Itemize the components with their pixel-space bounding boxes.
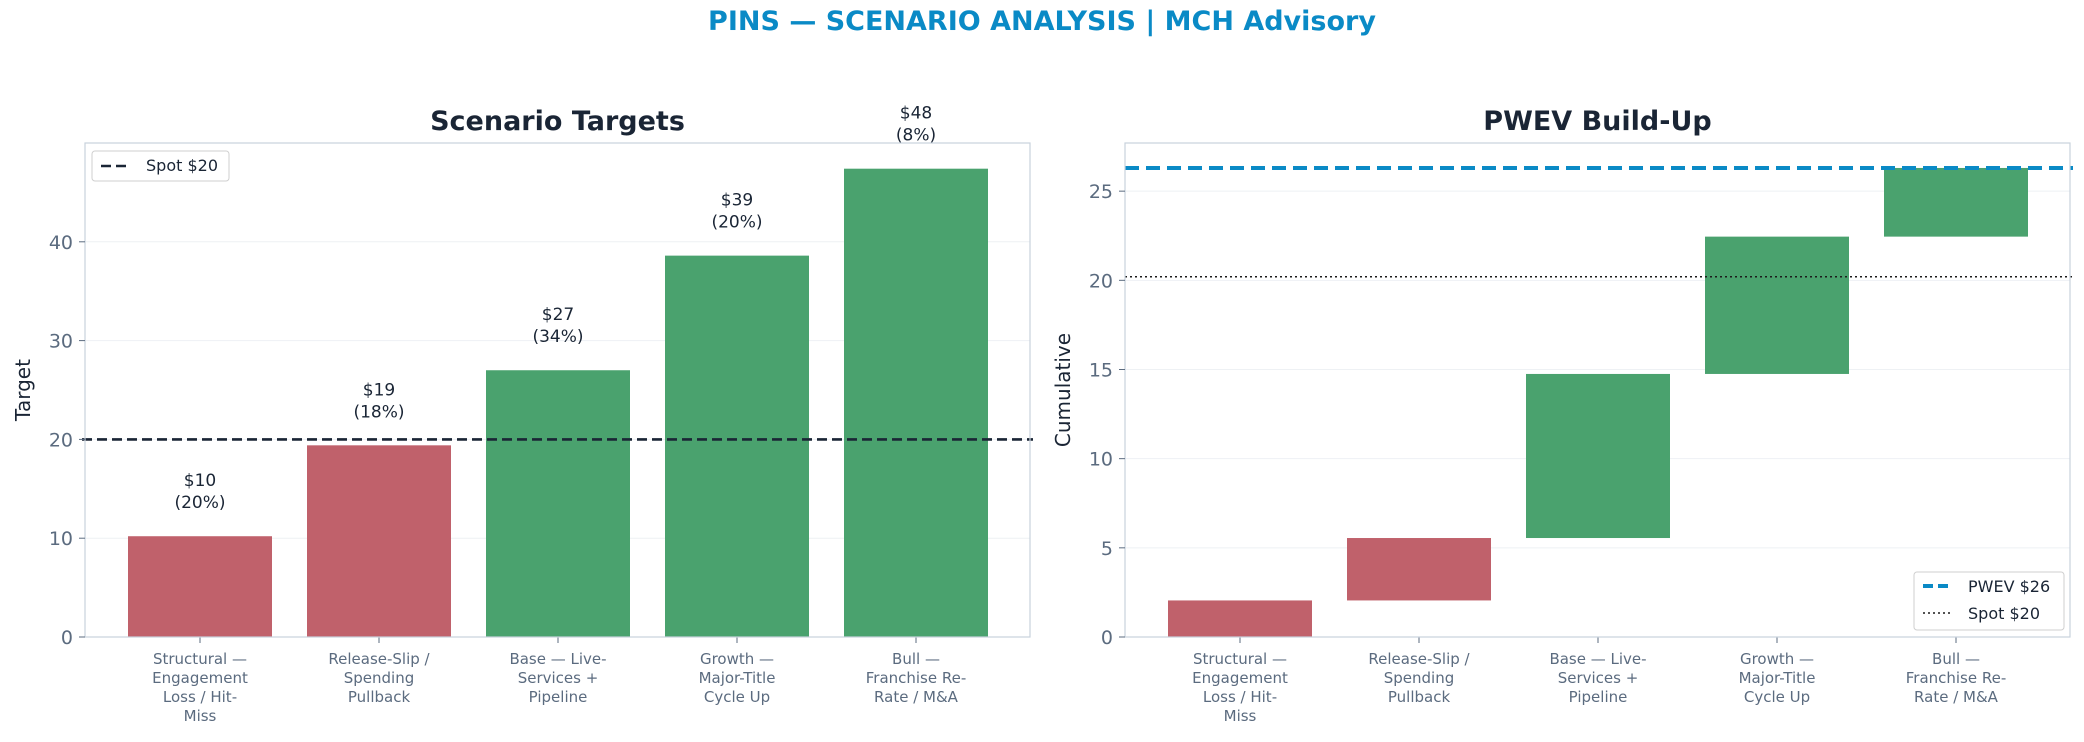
y-tick-label: 5 (1101, 538, 1113, 560)
x-tick-label: Release-Slip / (1368, 650, 1470, 668)
data-label: (8%) (896, 126, 936, 146)
legend-label: PWEV $26 (1968, 577, 2050, 596)
data-label: (34%) (532, 327, 583, 347)
data-label: $39 (721, 191, 753, 211)
x-tick-label: Franchise Re- (866, 669, 967, 687)
page-title: PINS — SCENARIO ANALYSIS | MCH Advisory (708, 6, 1376, 37)
legend-box (91, 150, 230, 182)
x-tick-label: Rate / M&A (874, 688, 959, 706)
bar (128, 536, 272, 637)
y-tick-label: 0 (61, 627, 73, 649)
x-tick-label: Base — Live- (1549, 650, 1646, 668)
bar (1347, 538, 1491, 601)
y-tick-label: 40 (49, 232, 73, 254)
y-tick-label: 10 (49, 528, 73, 550)
data-label: $10 (184, 471, 216, 491)
bar (665, 255, 809, 637)
x-tick-label: Engagement (152, 669, 248, 687)
x-tick-label: Growth — (1740, 650, 1814, 668)
x-tick-label: Base — Live- (509, 650, 606, 668)
x-tick-label: Loss / Hit- (163, 688, 237, 706)
data-label: (20%) (711, 213, 762, 233)
legend: Spot $20 (91, 150, 230, 182)
x-tick-label: Pipeline (1569, 688, 1628, 706)
bar (1168, 600, 1312, 637)
x-tick-label: Loss / Hit- (1203, 688, 1277, 706)
chart-title: PWEV Build-Up (1483, 106, 1711, 137)
x-tick-label: Major-Title (1739, 669, 1816, 687)
x-tick-label: Spending (1384, 669, 1455, 687)
bar (844, 168, 988, 638)
x-tick-label: Structural — (1193, 650, 1287, 668)
y-tick-label: 10 (1089, 449, 1113, 471)
x-tick-label: Pipeline (529, 688, 588, 706)
x-tick-label: Growth — (700, 650, 774, 668)
plot-frame (1124, 142, 2071, 638)
x-tick-label: Release-Slip / (328, 650, 430, 668)
legend-label: Spot $20 (1968, 604, 2040, 623)
bar (1705, 236, 1849, 374)
y-tick-label: 15 (1089, 359, 1113, 381)
x-tick-label: Cycle Up (1744, 688, 1810, 706)
x-tick-label: Major-Title (699, 669, 776, 687)
bar (1526, 373, 1670, 539)
y-tick-label: 30 (49, 331, 73, 353)
bar (307, 445, 451, 637)
legend-box (1913, 571, 2065, 631)
x-tick-label: Cycle Up (704, 688, 770, 706)
bar (1884, 167, 2028, 237)
y-axis-label: Target (11, 359, 35, 422)
bar (486, 370, 630, 637)
x-tick-label: Bull — (892, 650, 940, 668)
x-tick-label: Rate / M&A (1914, 688, 1999, 706)
y-axis-label: Cumulative (1051, 333, 1075, 447)
x-tick-label: Pullback (348, 688, 411, 706)
x-tick-label: Structural — (153, 650, 247, 668)
x-tick-label: Miss (1224, 707, 1257, 725)
data-label: $19 (363, 380, 395, 400)
chart-title: Scenario Targets (430, 106, 685, 137)
plot-frame (84, 142, 1031, 638)
data-label: (18%) (353, 402, 404, 422)
y-tick-label: 20 (49, 429, 73, 451)
x-tick-label: Bull — (1932, 650, 1980, 668)
x-tick-label: Engagement (1192, 669, 1288, 687)
data-label: $27 (542, 305, 574, 325)
y-tick-label: 20 (1089, 270, 1113, 292)
x-tick-label: Services + (1558, 669, 1639, 687)
x-tick-label: Miss (184, 707, 217, 725)
x-tick-label: Spending (344, 669, 415, 687)
data-label: $48 (900, 104, 932, 124)
y-tick-label: 0 (1101, 627, 1113, 649)
data-label: (20%) (174, 493, 225, 513)
x-tick-label: Services + (518, 669, 599, 687)
legend: PWEV $26 Spot $20 (1913, 571, 2065, 631)
y-tick-label: 25 (1089, 181, 1113, 203)
x-tick-label: Franchise Re- (1906, 669, 2007, 687)
legend-label: Spot $20 (146, 156, 218, 175)
x-tick-label: Pullback (1388, 688, 1451, 706)
